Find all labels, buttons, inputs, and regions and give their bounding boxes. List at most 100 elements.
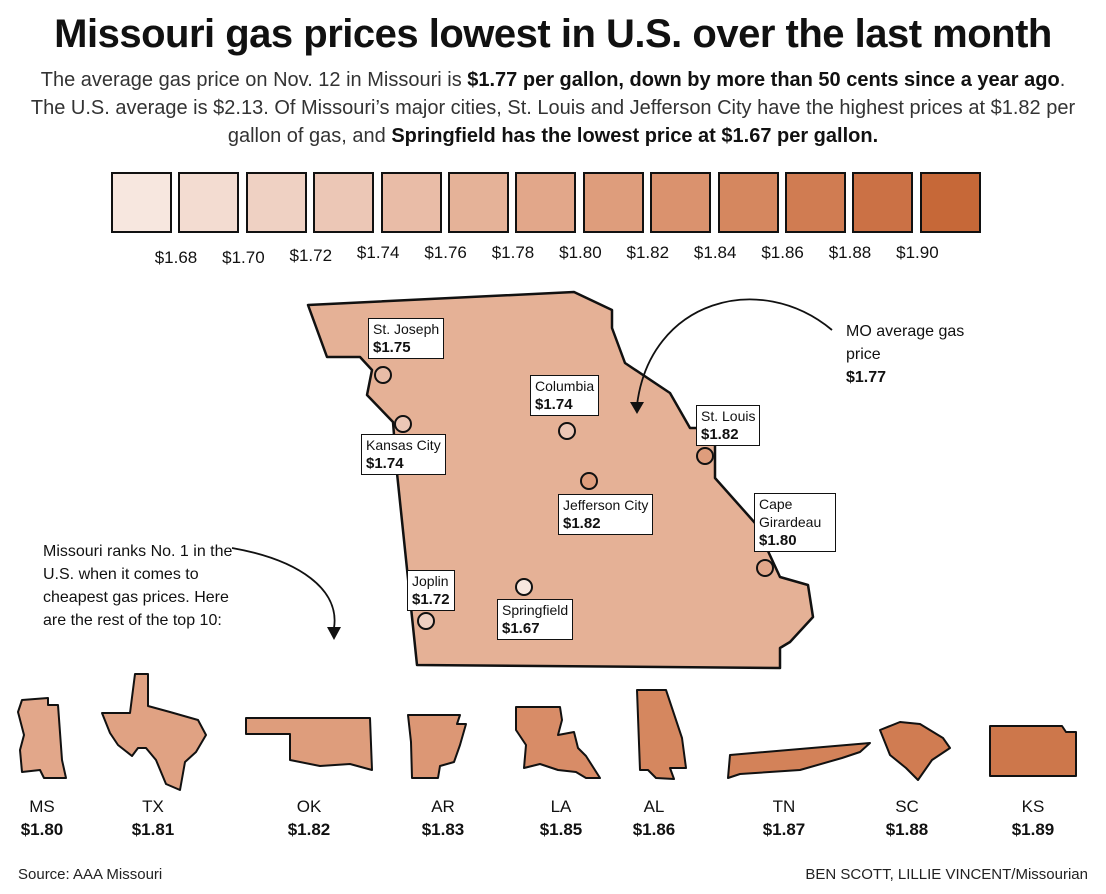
legend-tick: $1.78 [491,243,535,262]
state-price: $1.82 [287,820,331,839]
state-price: $1.88 [885,820,929,839]
page-title: Missouri gas prices lowest in U.S. over … [54,12,1052,56]
state-abbr: SC [895,797,919,816]
legend-swatch [313,172,375,233]
city-name: Joplin [412,573,449,589]
legend-tick: $1.76 [424,243,467,262]
subtitle-text: . The U.S. average is $2.13. Of Missouri… [30,69,1076,147]
credit-names: BEN SCOTT, LILLIE VINCENT [805,866,1012,883]
state-abbr: AR [431,797,455,816]
city-label: Joplin $1.72 [407,570,455,611]
state-shape-sc [879,721,951,781]
state-shape-ok [245,717,373,771]
city-label: Kansas City $1.74 [361,434,446,475]
legend-swatch [111,172,172,233]
city-price: $1.82 [701,426,739,443]
legend-tick: $1.88 [828,243,872,262]
legend-tick: $1.84 [693,243,737,262]
city-label: Springfield $1.67 [497,599,574,640]
subtitle-text: The average gas price on Nov. 12 in Miss… [40,69,468,91]
city-marker [696,447,714,465]
city-name: St. Louis [701,408,756,424]
legend-tick: $1.70 [222,248,265,267]
mo-average-label: MO average gas price [846,323,965,363]
legend-swatch [919,172,981,233]
legend-tick: $1.72 [289,246,333,265]
city-price: $1.67 [502,620,540,637]
state-price: $1.83 [421,820,465,839]
city-name: Cape Girardeau [759,496,822,530]
legend-tick: $1.80 [559,243,602,262]
legend-swatch [785,172,846,233]
source-text: : AAA Missouri [65,866,163,883]
city-price: $1.80 [759,532,797,549]
state-label: AL $1.86 [609,795,699,841]
legend-swatch [380,172,442,233]
city-marker [558,422,576,440]
city-marker [394,415,412,433]
state-abbr: OK [296,797,322,816]
state-label: LA $1.85 [516,795,606,841]
state-price: $1.81 [131,820,175,839]
arrowhead-icon [630,402,644,414]
legend-swatch [650,172,712,233]
city-price: $1.74 [535,396,573,413]
legend-tick: $1.82 [626,243,670,262]
city-marker [580,472,598,490]
subtitle-bold: Springfield has the lowest price at $1.6… [391,125,879,147]
mo-average-note: MO average gas price $1.77 [846,320,966,389]
state-price: $1.80 [20,820,64,839]
city-name: Springfield [502,602,569,618]
city-price: $1.74 [366,455,404,472]
credit-outlet: /Missourian [1011,866,1088,883]
city-label: St. Joseph $1.75 [368,318,445,359]
state-abbr: KS [1021,797,1045,816]
state-shape-al [636,689,687,780]
city-name: Jefferson City [563,497,649,513]
state-price: $1.85 [539,820,583,839]
state-label: KS $1.89 [988,795,1078,841]
city-price: $1.82 [563,515,601,532]
state-label: AR $1.83 [398,795,488,841]
legend-tick: $1.68 [154,248,198,267]
state-label: OK $1.82 [264,795,354,841]
state-abbr: LA [550,797,572,816]
state-label: TN $1.87 [739,795,829,841]
city-marker [756,559,774,577]
city-label: Jefferson City $1.82 [558,494,654,535]
state-label: SC $1.88 [862,795,952,841]
state-shape-ks [989,725,1077,777]
city-label: Cape Girardeau $1.80 [754,493,836,552]
state-price: $1.89 [1011,820,1055,839]
state-label: MS $1.80 [0,795,87,841]
legend-swatch [178,172,240,233]
legend-swatch [852,172,914,233]
city-price: $1.75 [373,339,411,356]
city-name: Columbia [535,378,595,394]
state-abbr: TN [772,797,796,816]
state-shape-tn [727,742,871,779]
legend-swatch [245,172,307,233]
legend-tick: $1.74 [356,243,400,262]
state-shape-ar [407,714,467,779]
state-shape-ms [17,697,67,779]
rank-note: Missouri ranks No. 1 in the U.S. when it… [43,543,233,629]
mo-average-price: $1.77 [846,369,887,386]
city-marker [515,578,533,596]
subtitle: The average gas price on Nov. 12 in Miss… [25,66,1081,150]
subtitle-bold: $1.77 per gallon, down by more than 50 c… [467,69,1060,91]
source: Source: AAA Missouri [18,866,162,883]
city-name: St. Joseph [373,321,440,337]
arrowhead-icon [327,627,341,640]
state-abbr: AL [643,797,665,816]
city-label: St. Louis $1.82 [696,405,761,446]
city-name: Kansas City [366,437,441,453]
legend-tick: $1.90 [896,243,939,262]
city-price: $1.72 [412,591,450,608]
legend-swatch [448,172,509,233]
legend-swatch [582,172,644,233]
mo-average-arrow [636,298,833,406]
city-label: Columbia $1.74 [530,375,600,416]
legend-tick: $1.86 [761,243,804,262]
